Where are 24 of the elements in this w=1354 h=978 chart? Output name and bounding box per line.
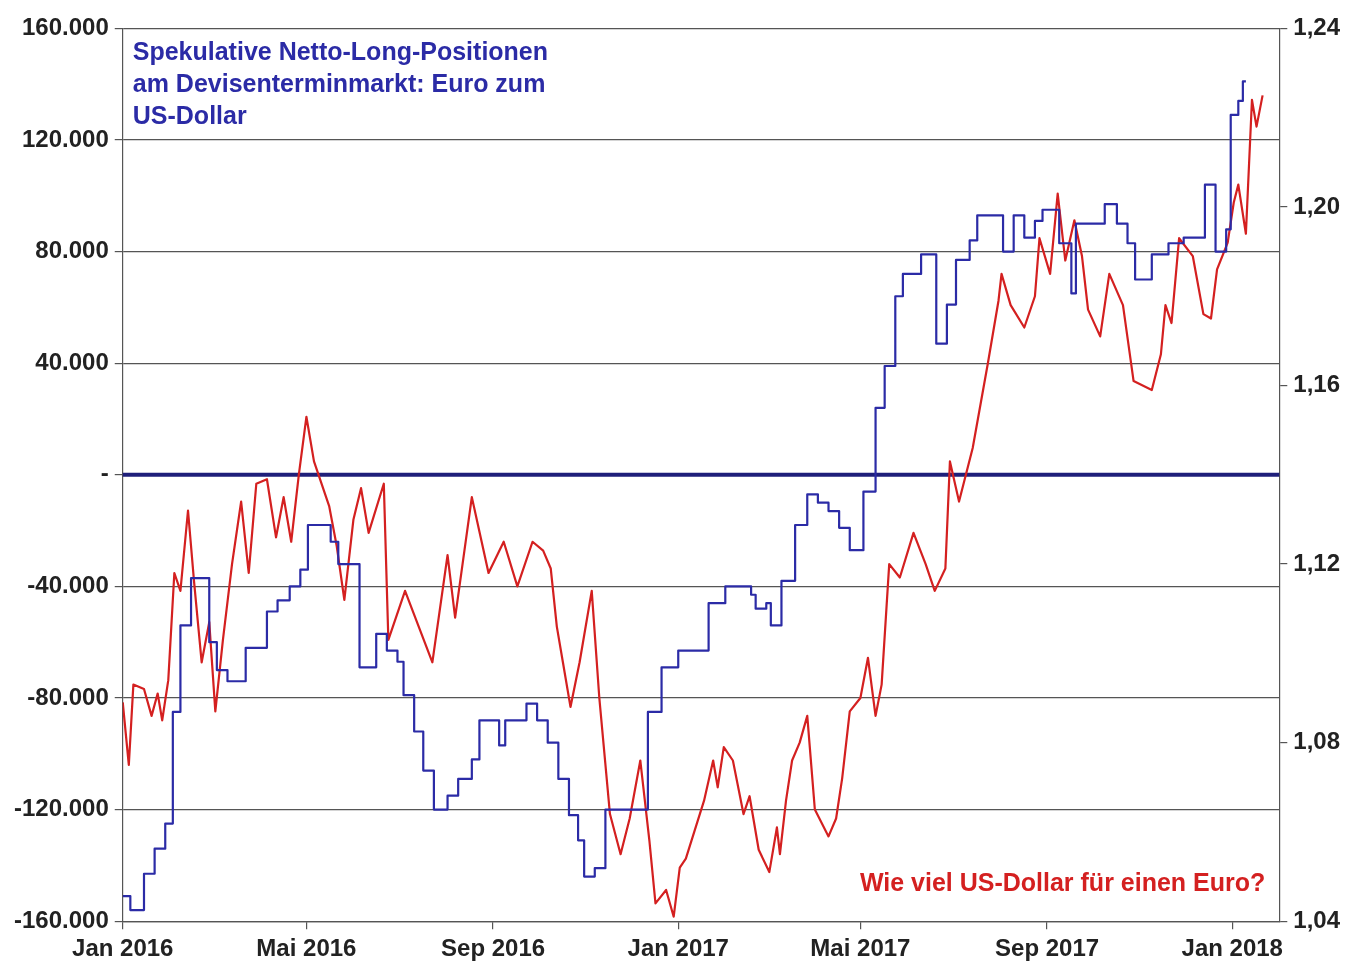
y2-tick-label: 1,12 <box>1293 548 1341 576</box>
y-tick-label: 120.000 <box>21 124 109 152</box>
y2-tick-label: 1,24 <box>1293 13 1341 41</box>
x-tick-label: Jan 2018 <box>1181 934 1283 962</box>
y2-tick-label: 1,20 <box>1293 191 1341 219</box>
y-tick-label: -120.000 <box>14 794 109 822</box>
y2-tick-label: 1,04 <box>1293 905 1341 933</box>
y-tick-label: 40.000 <box>35 347 109 375</box>
x-tick-label: Jan 2017 <box>627 934 729 962</box>
y-tick-label: -40.000 <box>27 571 109 599</box>
x-tick-label: Sep 2017 <box>995 934 1100 962</box>
x-tick-label: Sep 2016 <box>441 934 546 962</box>
y-tick-label: -160.000 <box>14 905 109 933</box>
series-label: Wie viel US-Dollar für einen Euro? <box>859 867 1266 896</box>
y2-tick-label: 1,08 <box>1293 727 1341 755</box>
text: Spekulative Netto-Long-Positionen am Devisenterminmarkt: Euro zum US-Dollar <box>132 36 549 129</box>
y2-tick-label: 1,16 <box>1293 370 1341 398</box>
y-tick-label: 160.000 <box>21 13 109 41</box>
y-tick-label: -80.000 <box>27 682 109 710</box>
y-tick-label: - <box>100 459 109 487</box>
x-tick-label: Jan 2016 <box>72 934 174 962</box>
x-tick-label: Mai 2017 <box>810 934 911 962</box>
y-tick-label: 80.000 <box>35 236 109 264</box>
x-tick-label: Mai 2016 <box>256 934 357 962</box>
